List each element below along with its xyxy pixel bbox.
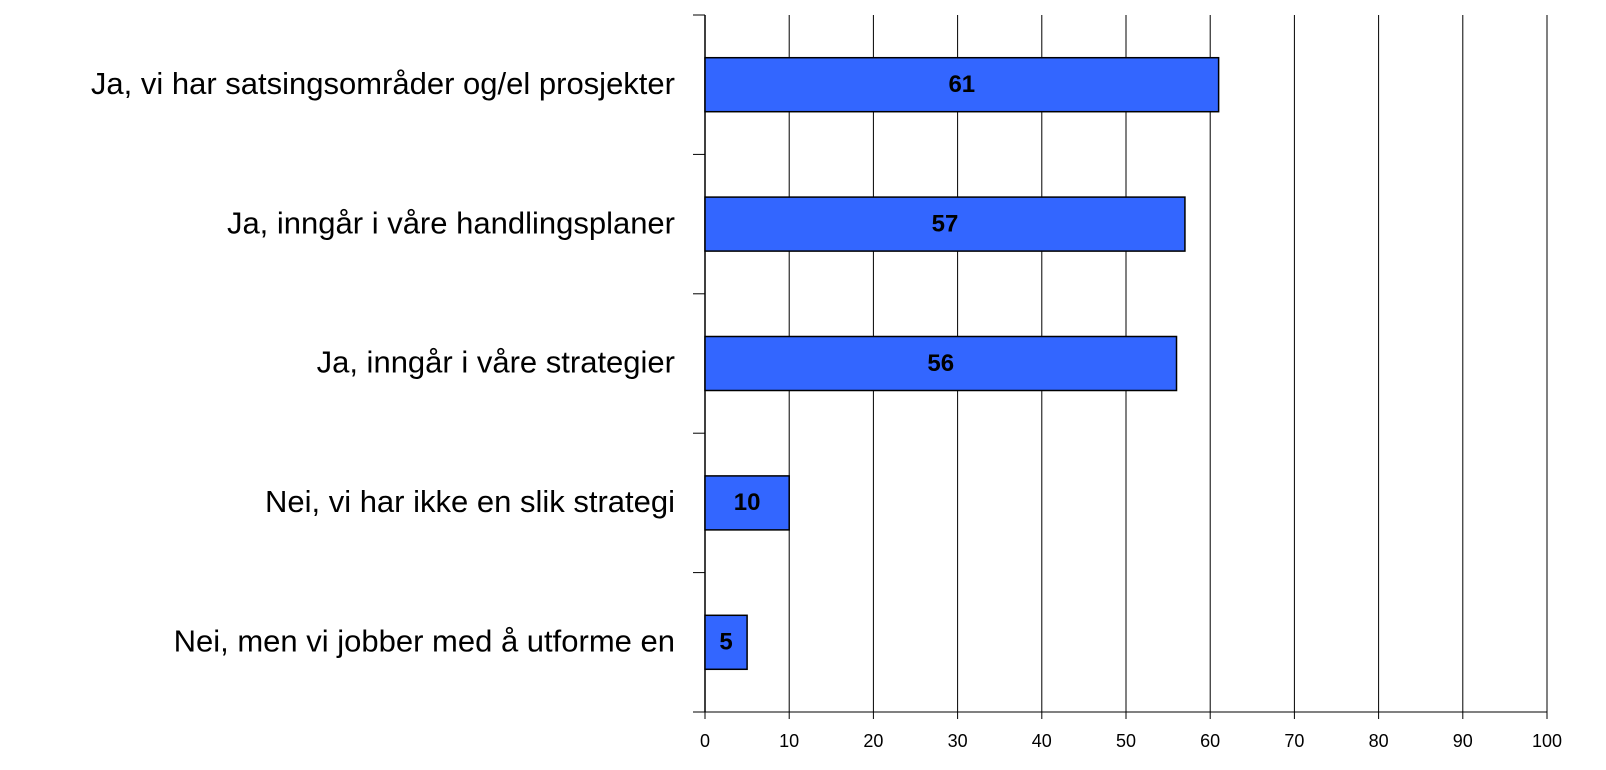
- x-tick-label: 60: [1200, 731, 1220, 751]
- x-tick-label: 100: [1532, 731, 1562, 751]
- x-tick-label: 20: [863, 731, 883, 751]
- y-tick-label: Ja, vi har satsingsområder og/el prosjek…: [91, 66, 675, 101]
- x-tick-label: 10: [779, 731, 799, 751]
- bar: [704, 475, 790, 531]
- x-tick-label: 0: [700, 731, 710, 751]
- value-label: 10: [734, 489, 761, 516]
- y-tick-label: Ja, inngår i våre strategier: [317, 345, 675, 380]
- x-tick-label: 90: [1453, 731, 1473, 751]
- bar: [704, 196, 1186, 252]
- x-tick-label: 80: [1369, 731, 1389, 751]
- x-tick-label: 70: [1284, 731, 1304, 751]
- value-label: 56: [927, 350, 954, 377]
- y-tick-label: Ja, inngår i våre handlingsplaner: [227, 205, 675, 240]
- bar: [704, 56, 1220, 113]
- x-tick-label: 30: [948, 731, 968, 751]
- value-label: 57: [932, 210, 959, 237]
- x-tick-label: 50: [1116, 731, 1136, 751]
- y-tick-label: Nei, vi har ikke en slik strategi: [265, 484, 675, 519]
- bar: [704, 335, 1178, 392]
- bar: [704, 614, 748, 671]
- y-tick-label: Nei, men vi jobber med å utforme en: [174, 623, 675, 658]
- value-label: 5: [719, 629, 732, 656]
- value-label: 61: [948, 71, 975, 98]
- x-tick-label: 40: [1032, 731, 1052, 751]
